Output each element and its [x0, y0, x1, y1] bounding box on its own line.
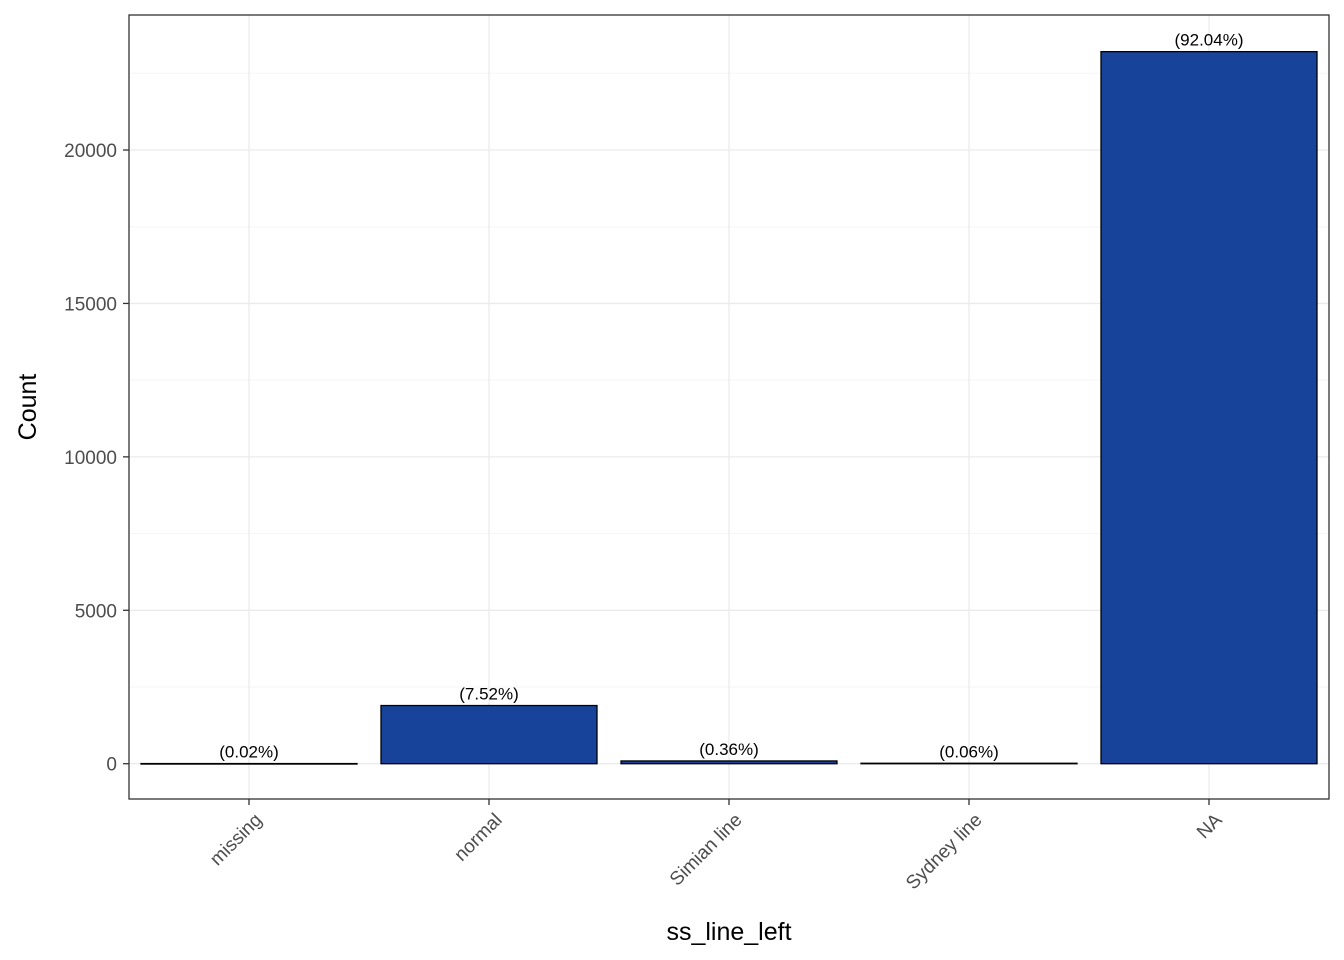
bar-normal [380, 704, 598, 765]
bar-na [1100, 50, 1318, 765]
data-label: (7.52%) [459, 685, 519, 704]
bar-missing [140, 762, 358, 765]
y-tick-label: 15000 [64, 294, 117, 315]
bars [140, 50, 1318, 765]
bar-simian-line [620, 760, 838, 765]
y-tick-label: 0 [106, 755, 117, 776]
data-labels: (0.02%) (7.52%) (0.36%) (0.06%) (92.04%) [219, 31, 1243, 762]
y-tick-label: 20000 [64, 141, 117, 162]
y-axis: 0 5000 10000 15000 20000 [64, 141, 129, 776]
data-label: (0.02%) [219, 743, 279, 762]
y-axis-title: Count [14, 374, 42, 441]
data-label: (92.04%) [1175, 31, 1244, 50]
bar-sydney-line [860, 762, 1078, 765]
data-label: (0.06%) [939, 742, 999, 761]
data-label: (0.36%) [699, 740, 759, 759]
y-tick-label: 5000 [75, 601, 117, 622]
x-axis-title: ss_line_left [666, 918, 791, 946]
y-tick-label: 10000 [64, 448, 117, 469]
